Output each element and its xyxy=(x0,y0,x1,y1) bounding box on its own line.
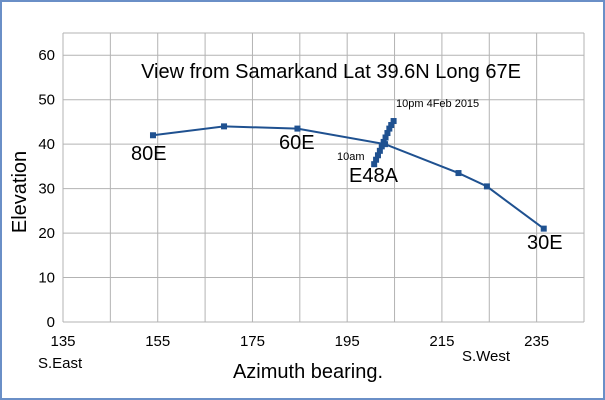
x-tick-label: 215 xyxy=(429,333,454,350)
x-tick-label: 235 xyxy=(524,333,549,350)
x-tick-labels: 135 155 175 195 215 235 xyxy=(50,333,549,350)
annotation-80e: 80E xyxy=(131,143,167,165)
southwest-label: S.West xyxy=(462,348,511,365)
data-point xyxy=(380,138,387,145)
series-group xyxy=(149,118,547,232)
x-tick-label: 175 xyxy=(240,333,265,350)
data-point xyxy=(455,170,462,177)
data-point xyxy=(378,143,385,150)
x-tick-label: 135 xyxy=(50,333,75,350)
annotation-10pm: 10pm 4Feb 2015 xyxy=(396,98,479,110)
annotation-10am: 10am xyxy=(337,151,365,163)
data-point xyxy=(294,125,301,132)
y-tick-label: 40 xyxy=(38,136,55,153)
y-tick-label: 0 xyxy=(47,314,55,331)
data-point xyxy=(149,132,156,139)
y-tick-label: 30 xyxy=(38,181,55,198)
data-point xyxy=(386,125,393,132)
y-tick-label: 50 xyxy=(38,92,55,109)
data-point xyxy=(382,134,389,141)
x-axis-label: Azimuth bearing. xyxy=(233,361,383,383)
data-point xyxy=(371,161,378,168)
annotation-60e: 60E xyxy=(279,132,315,154)
southeast-label: S.East xyxy=(38,355,83,372)
data-point xyxy=(374,152,381,159)
y-tick-label: 20 xyxy=(38,225,55,242)
grid-lines xyxy=(62,32,585,323)
annotation-e48a: E48A xyxy=(349,165,399,187)
x-tick-label: 155 xyxy=(145,333,170,350)
y-tick-label: 10 xyxy=(38,270,55,287)
y-tick-labels: 0 10 20 30 40 50 60 xyxy=(38,47,55,331)
data-point xyxy=(221,123,228,130)
data-point xyxy=(483,183,490,190)
data-point xyxy=(540,225,547,232)
data-point xyxy=(388,122,395,129)
y-axis-label: Elevation xyxy=(9,151,31,233)
chart-title: View from Samarkand Lat 39.6N Long 67E xyxy=(141,61,521,83)
annotation-30e: 30E xyxy=(527,232,563,254)
y-tick-label: 60 xyxy=(38,47,55,64)
data-point xyxy=(390,118,397,125)
data-point xyxy=(384,130,391,137)
x-tick-label: 195 xyxy=(335,333,360,350)
data-point xyxy=(373,156,380,163)
data-point xyxy=(376,147,383,154)
